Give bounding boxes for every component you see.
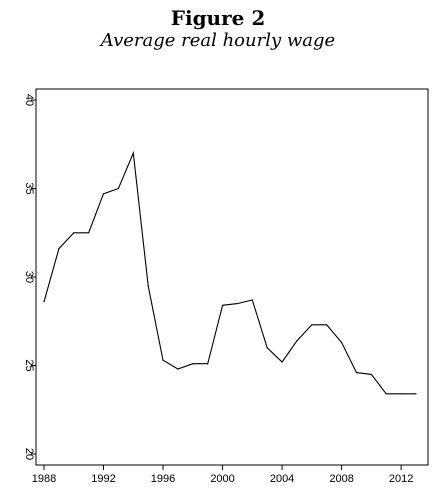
wage-series-line: [43, 150, 416, 395]
data-point: [341, 341, 343, 344]
y-tick-label: 40: [23, 94, 35, 106]
y-axis: 20 25 30 35 40: [23, 94, 36, 460]
data-point: [132, 152, 134, 154]
data-point: [370, 373, 372, 375]
x-tick-label: 2012: [389, 473, 413, 485]
data-point: [311, 324, 313, 326]
y-tick-label: 25: [23, 359, 35, 371]
data-point: [251, 299, 253, 301]
y-tick-label: 20: [23, 448, 35, 460]
data-point: [192, 363, 194, 365]
x-tick-label: 1992: [91, 473, 115, 485]
data-point: [355, 371, 358, 374]
data-point: [266, 347, 268, 349]
x-tick-label: 2000: [210, 473, 234, 485]
y-tick-label: 30: [23, 271, 35, 283]
data-point: [221, 304, 224, 306]
wage-series-points: [43, 152, 417, 395]
data-point: [400, 393, 402, 395]
data-point: [117, 187, 119, 190]
data-point: [43, 301, 45, 303]
figure-title: Figure 2: [170, 6, 266, 30]
x-tick-label: 2008: [329, 473, 353, 485]
data-point: [177, 368, 179, 370]
data-point: [73, 232, 75, 234]
data-point: [162, 359, 164, 361]
data-point: [385, 393, 387, 395]
x-tick-label: 1988: [32, 473, 56, 485]
data-point: [207, 363, 209, 365]
data-point: [88, 232, 90, 234]
data-point: [102, 193, 105, 195]
x-axis: 1988 1992 1996 2000 2004 2008 2012: [32, 465, 413, 485]
data-point: [58, 248, 60, 250]
data-point: [281, 361, 283, 363]
data-point: [147, 285, 149, 287]
data-point: [326, 324, 328, 326]
figure-subtitle: Average real hourly wage: [100, 30, 336, 51]
data-point: [236, 302, 239, 305]
x-tick-label: 2004: [270, 473, 294, 485]
x-tick-label: 1996: [151, 473, 175, 485]
data-point: [415, 393, 417, 395]
data-point: [296, 340, 298, 342]
plot-frame: [35, 88, 429, 466]
y-tick-label: 35: [23, 182, 35, 194]
